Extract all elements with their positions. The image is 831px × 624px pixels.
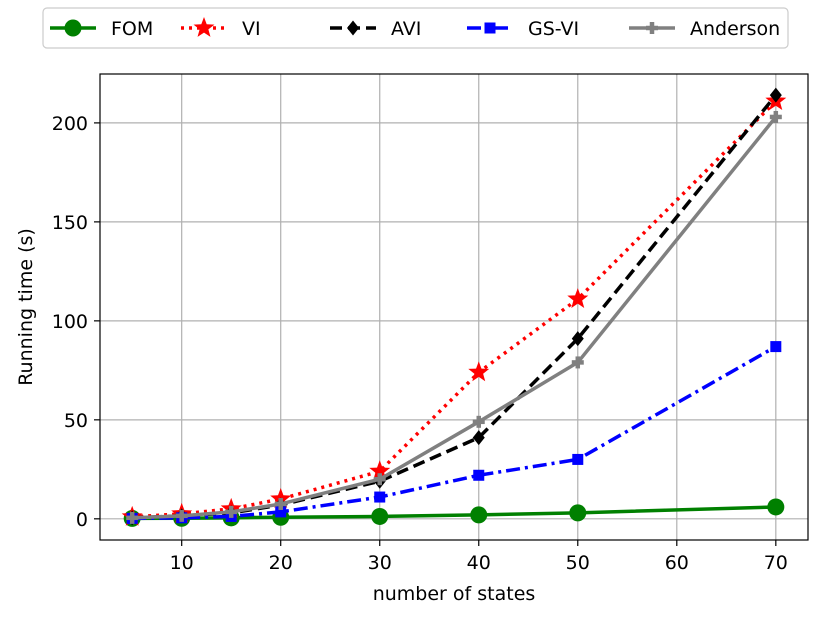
data-point-fom [371,507,389,525]
series-line-gs-vi [132,345,777,521]
series-anderson [126,110,782,524]
data-point-gs-vi [374,491,386,503]
x-tick-label: 50 [566,552,590,574]
x-tick-label: 10 [170,552,194,574]
y-axis-label: Running time (s) [15,228,37,386]
series-layer [121,87,787,527]
x-tick-label: 20 [269,552,293,574]
data-point-fom [569,504,587,522]
data-point-avi [769,87,782,103]
data-point-anderson [571,356,584,369]
x-axis-label: number of states [373,583,536,605]
y-tick-label: 150 [52,212,88,234]
x-tick-label: 40 [467,552,491,574]
legend-marker-anderson [646,22,658,34]
legend-marker-gs-vi [484,22,496,34]
legend-item-anderson: Anderson [629,18,780,40]
data-point-anderson [769,110,782,123]
data-point-gs-vi [572,453,584,465]
plot-frame [99,73,809,541]
legend-marker-avi [347,20,359,36]
legend-item-vi: VI [181,17,261,40]
data-point-avi [571,331,584,347]
series-line-anderson [132,115,778,520]
series-line-vi [132,99,778,519]
data-point-fom [767,498,785,516]
data-point-gs-vi [275,506,287,518]
data-point-vi [369,460,391,481]
data-point-vi [567,288,589,308]
data-point-anderson [225,505,238,518]
legend-item-gs-vi: GS-VI [467,18,579,40]
x-tick-label: 60 [665,552,689,574]
data-point-fom [470,506,488,524]
legend-label-gs-vi: GS-VI [528,18,579,40]
data-point-gs-vi [473,469,485,481]
data-point-anderson [126,511,139,524]
data-point-gs-vi [770,341,782,353]
data-point-anderson [472,415,485,428]
data-point-anderson [373,473,386,486]
data-point-vi [468,361,490,382]
grid [100,74,808,540]
legend: FOM VI AVI GS-VI Anderson [42,7,789,49]
legend-item-fom: FOM [50,18,153,40]
data-point-anderson [175,509,188,522]
legend-marker-vi [193,17,215,37]
legend-label-vi: VI [242,18,261,40]
y-tick-label: 200 [52,113,88,135]
x-tick-label: 70 [764,552,788,574]
axes: 10 20 30 40 50 60 70 0 50 100 150 200 [52,113,788,574]
legend-item-avi: AVI [330,18,421,40]
legend-box [42,7,789,49]
data-point-avi [472,430,485,446]
y-tick-label: 50 [64,410,88,432]
x-tick-label: 30 [368,552,392,574]
legend-marker-fom [64,19,82,37]
y-tick-label: 100 [52,311,88,333]
legend-label-fom: FOM [111,18,153,40]
y-tick-label: 0 [76,509,88,531]
legend-label-avi: AVI [391,18,421,40]
legend-label-anderson: Anderson [690,18,780,40]
data-point-anderson [274,497,287,510]
